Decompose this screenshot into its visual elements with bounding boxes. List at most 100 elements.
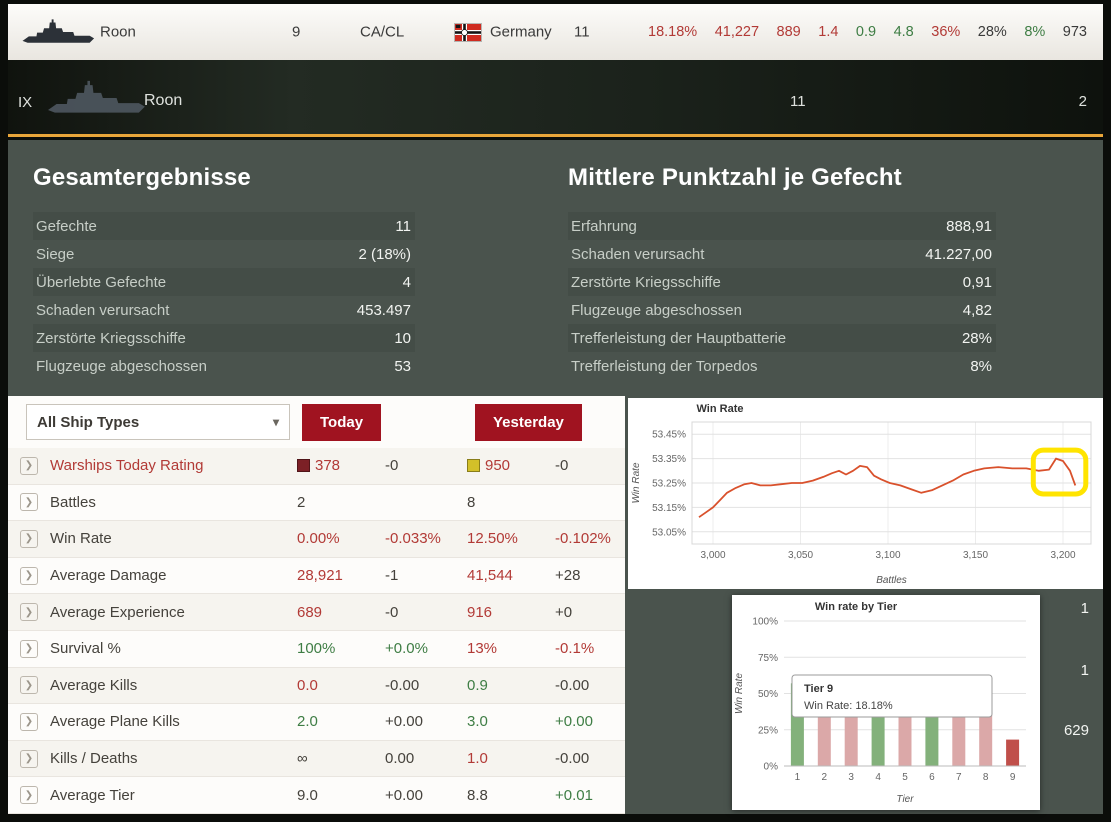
top-stat-value: 889 [776,24,801,40]
summary-row: Siege 2 (18%) [33,240,415,268]
chevron-right-icon[interactable]: ❯ [20,639,38,658]
summary-row-label: Zerstörte Kriegsschiffe [571,273,721,291]
chevron-right-icon[interactable]: ❯ [20,603,38,622]
section-title: Mittlere Punktzahl je Gefecht [568,164,902,191]
nation-label: Germany [490,23,552,41]
side-value: 1 [1080,662,1089,679]
win-rate-line [698,457,1077,518]
svg-text:3: 3 [848,772,854,783]
summary-row-value: 4,82 [962,301,992,319]
stat-cell-text: 41,544 [467,567,513,585]
stat-cell-yesterday: 950 [467,457,555,474]
top-stat-value: 1.4 [818,24,839,40]
chart-title: Win rate by Tier [815,601,898,613]
chevron-right-icon[interactable]: ❯ [20,456,38,475]
stat-cell-yesterday_delta: -0.00 [555,750,625,767]
stat-cell-yesterday: 0.9 [467,677,555,694]
stat-row[interactable]: ❯ Win Rate 0.00% -0.033% 12.50% -0.102% [8,521,625,558]
stat-cell-text: -0 [385,603,399,621]
stat-cell-text: 13% [467,640,498,658]
side-value: 1 [1080,600,1089,617]
svg-text:53.25%: 53.25% [652,479,686,490]
stat-row[interactable]: ❯ Average Kills 0.0 -0.00 0.9 -0.00 [8,667,625,705]
summary-row: Erfahrung 888,91 [568,212,996,240]
summary-row-value: 0,91 [962,273,992,291]
stat-row[interactable]: ❯ Average Tier 9.0 +0.00 8.8 +0.01 [8,777,625,814]
banner-battles-value: 11 [790,93,806,110]
svg-text:53.45%: 53.45% [652,430,686,441]
stat-cell-today: 9.0 [297,787,385,804]
stat-cell-text: 2 [297,493,306,511]
svg-text:0%: 0% [764,762,779,773]
chevron-right-icon[interactable]: ❯ [20,676,38,695]
stat-cell-today_delta: -0 [385,457,467,474]
svg-text:50%: 50% [758,689,778,700]
stat-cell-text: 1.0 [467,750,488,768]
tier-bar [898,703,912,766]
svg-text:5: 5 [902,772,908,783]
stat-row[interactable]: ❯ Average Plane Kills 2.0 +0.00 3.0 +0.00 [8,704,625,741]
ship-type-filter[interactable]: All Ship Types ▾ [26,404,290,440]
stat-cell-text: +0 [555,603,573,621]
summary-row-value: 453.497 [356,301,411,319]
stat-cell-yesterday: 8 [467,494,555,511]
top-stat-value: 0.9 [855,24,877,40]
svg-text:25%: 25% [758,725,778,736]
chevron-right-icon[interactable]: ❯ [20,786,38,805]
stat-cell-yesterday: 3.0 [467,713,555,730]
ship-icon [20,12,96,52]
chevron-right-icon[interactable]: ❯ [20,493,38,512]
win-rate-by-tier-chart[interactable]: 0% 25% 50% 75% 100% 1 2 3 4 5 6 7 8 9 Tier 9 Win Rate: … [732,595,1040,810]
stat-cell-text: +0.01 [555,786,593,804]
win-rate-line-chart[interactable]: 3,000 3,050 3,100 3,150 3,200 53.05% 53.15% 53.… [628,398,1103,589]
stat-row[interactable]: ❯ Warships Today Rating 378 -0 950 -0 [8,448,625,485]
stat-cell-today: ∞ [297,750,385,767]
stat-cell-text: 0.00 [385,750,415,768]
yesterday-button[interactable]: Yesterday [475,404,582,441]
summary-row-label: Flugzeuge abgeschossen [571,301,742,319]
chevron-right-icon[interactable]: ❯ [20,749,38,768]
stats-comparison-panel: All Ship Types ▾ Today Yesterday ❯ Warshi… [8,396,625,814]
stat-cell-text: 378 [315,457,341,475]
stat-cell-text: 100% [297,640,336,658]
stat-row[interactable]: ❯ Survival % 100% +0.0% 13% -0.1% [8,631,625,668]
summary-row: Gefechte 11 [33,212,415,240]
svg-text:Battles: Battles [876,575,907,586]
summary-row-value: 888,91 [946,217,992,235]
tier-bar [844,706,858,766]
chevron-right-icon[interactable]: ❯ [20,529,38,548]
stat-row[interactable]: ❯ Average Experience 689 -0 916 +0 [8,594,625,631]
stat-row-label: Average Experience [50,603,185,621]
average-per-battle-column: Mittlere Punktzahl je Gefecht Erfahrung 8… [568,164,996,380]
stat-row[interactable]: ❯ Kills / Deaths ∞ 0.00 1.0 -0.00 [8,740,625,778]
stat-row[interactable]: ❯ Average Damage 28,921 -1 41,544 +28 [8,558,625,595]
svg-text:9: 9 [1010,772,1016,783]
win-rate-chart-svg: 3,000 3,050 3,100 3,150 3,200 53.05% 53.15% 53.… [628,398,1103,589]
stat-row[interactable]: ❯ Battles 2 8 [8,485,625,522]
summary-row-value: 10 [394,329,411,347]
svg-text:Win Rate: 18.18%: Win Rate: 18.18% [804,700,893,712]
stat-cell-yesterday: 41,544 [467,567,555,584]
svg-text:53.15%: 53.15% [652,503,686,514]
ship-name[interactable]: Roon [100,23,136,41]
stat-cell-text: -0.00 [555,676,590,694]
summary-row-label: Schaden verursacht [36,301,170,319]
stat-cell-text: +0.00 [385,786,423,804]
today-button[interactable]: Today [302,404,382,441]
stat-cell-today: 378 [297,457,385,474]
stat-cell-text: 0.0 [297,676,318,694]
chevron-right-icon[interactable]: ❯ [20,566,38,585]
stat-row-label: Battles [50,493,96,511]
summary-row: Trefferleistung der Hauptbatterie 28% [568,324,996,352]
svg-text:3,000: 3,000 [700,550,725,561]
stat-cell-today_delta: 0.00 [385,750,467,767]
svg-text:3,100: 3,100 [875,550,900,561]
stat-cell-yesterday_delta: -0.00 [555,677,625,694]
stat-cell-text: 916 [467,603,493,621]
tier-bar [1006,739,1020,766]
stat-cell-text: 950 [485,457,511,475]
stat-row-label: Average Damage [50,567,167,585]
summary-row-label: Flugzeuge abgeschossen [36,357,207,375]
tier-bar [817,705,831,766]
chevron-right-icon[interactable]: ❯ [20,712,38,731]
